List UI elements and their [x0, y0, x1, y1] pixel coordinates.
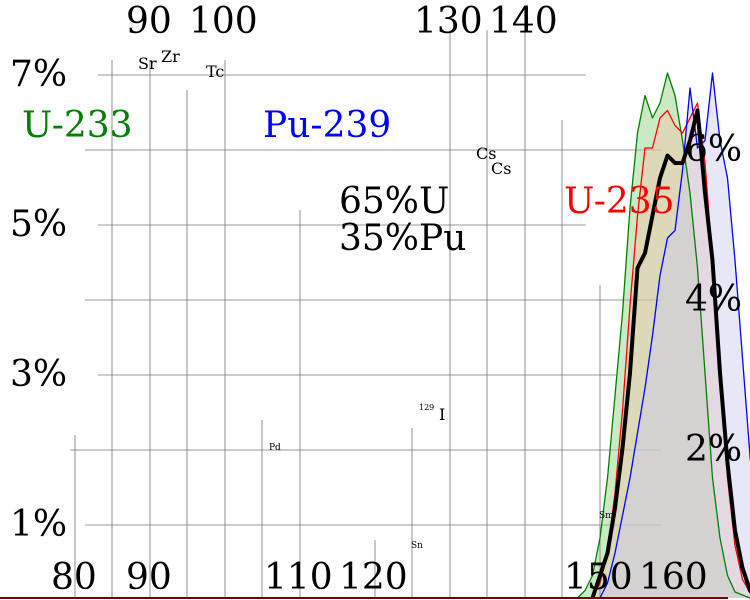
- element-label-sm: Sm: [599, 511, 614, 521]
- x-tick-bottom-120: 120: [339, 557, 408, 598]
- area-u-235: [592, 103, 750, 598]
- iodine-sup: 129: [419, 403, 434, 412]
- line-pu-239: [599, 72, 750, 599]
- x-tick-bottom-150: 150: [564, 557, 633, 598]
- series-label-u235: U-235: [564, 181, 675, 222]
- line-u-235: [591, 102, 750, 599]
- series-lines: [577, 72, 750, 599]
- y-tick-left-1: 1%: [10, 504, 67, 545]
- gridlines: [70, 74, 661, 526]
- line-u-233: [577, 72, 750, 599]
- element-label-sn: Sn: [411, 541, 423, 551]
- x-tick-bottom-80: 80: [51, 557, 97, 598]
- series-areas: [577, 73, 750, 598]
- element-label-zr: Zr: [161, 47, 180, 66]
- x-tick-top-140: 140: [489, 1, 558, 42]
- element-marker-lines: [74, 30, 601, 598]
- line-65-u-35-pu: [590, 108, 750, 599]
- x-tick-bottom-90: 90: [126, 557, 172, 598]
- area-pu-239: [600, 73, 750, 598]
- series-label-u233: U-233: [22, 105, 133, 146]
- element-label-cs-137: Cs: [491, 159, 511, 178]
- iodine-label: I: [439, 405, 445, 424]
- y-tick-right-4: 4%: [685, 279, 742, 320]
- y-tick-left-3: 3%: [10, 354, 67, 395]
- y-tick-right-2: 2%: [685, 429, 742, 470]
- mix-label-pu: 35%Pu: [339, 218, 466, 259]
- element-label-sr: Sr: [138, 54, 157, 73]
- x-tick-top-130: 130: [414, 1, 483, 42]
- element-label-tc: Tc: [206, 62, 224, 81]
- series-label-pu239: Pu-239: [263, 105, 391, 146]
- element-label-pd: Pd: [269, 443, 281, 453]
- x-tick-top-100: 100: [189, 1, 258, 42]
- x-tick-bottom-110: 110: [264, 557, 333, 598]
- x-tick-bottom-160: 160: [639, 557, 708, 598]
- x-tick-top-90: 90: [126, 1, 172, 42]
- y-tick-left-7: 7%: [10, 54, 67, 95]
- y-tick-right-6: 6%: [685, 129, 742, 170]
- mix-label-u: 65%U: [339, 181, 449, 222]
- y-tick-left-5: 5%: [10, 204, 67, 245]
- element-label-cs-133: Cs: [476, 144, 496, 163]
